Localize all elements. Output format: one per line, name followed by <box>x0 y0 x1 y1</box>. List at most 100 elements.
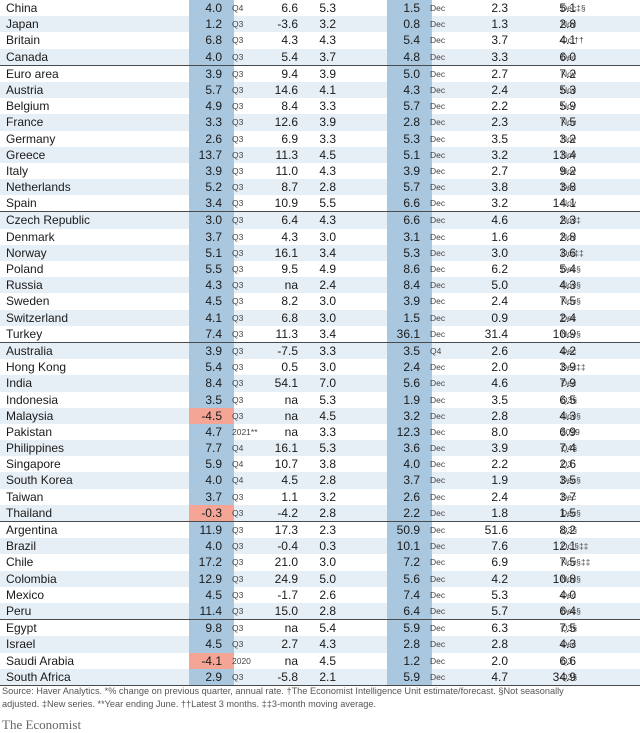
column-5-period: Dec <box>430 378 446 389</box>
table-row: Taiwan 3.7 Q3 1.1 3.2 2.6 Dec 2.4 3.7 Dec <box>0 488 640 505</box>
column-7-value: 6.4 <box>559 603 576 618</box>
column-4-value: 5.5 <box>319 196 336 211</box>
column-4-value: 2.4 <box>319 278 336 293</box>
gdp-value: 7.7 <box>189 440 234 457</box>
gdp-period: Q3 <box>232 231 244 242</box>
column-6-value: 3.5 <box>491 392 508 407</box>
table-row: Chile 17.2 Q3 21.0 3.0 7.2 Dec 6.9 7.5 Nov§‡‡ <box>0 554 640 571</box>
column-6-value: 2.6 <box>491 343 508 358</box>
column-5-value: 5.7 <box>387 98 432 115</box>
column-3-value: na <box>284 392 298 407</box>
column-7-period: Nov <box>561 133 577 144</box>
column-3-value: 10.9 <box>274 196 298 211</box>
column-7-period: Dec‡§ <box>561 3 586 13</box>
publisher-brand: The Economist <box>2 717 82 732</box>
table-row: France 3.3 Q3 12.6 3.9 2.8 Dec 2.3 7.5 Nov <box>0 114 640 131</box>
column-7-value: 8.2 <box>559 523 576 537</box>
column-7-period: Dec§ <box>561 507 581 518</box>
column-3-value: 21.0 <box>274 555 298 570</box>
gdp-period: Q3 <box>232 133 244 144</box>
column-7-value: 4.2 <box>559 343 576 358</box>
gdp-period: Q3 <box>232 149 244 160</box>
gdp-period: Q3 <box>232 362 244 373</box>
gdp-period: Q3 <box>232 491 244 502</box>
column-3-value: 11.0 <box>275 163 298 178</box>
gdp-period: Q3 <box>232 198 244 209</box>
country-name: Japan <box>6 17 39 32</box>
table-row: Colombia 12.9 Q3 24.9 5.0 5.6 Dec 4.2 10.8 Nov§ <box>0 570 640 587</box>
country-name: Argentina <box>6 523 58 537</box>
column-5-value: 4.0 <box>387 456 432 473</box>
column-7-value: 4.3 <box>559 408 576 423</box>
gdp-period: Q3 <box>232 671 244 682</box>
column-3-value: 11.3 <box>275 147 298 162</box>
column-7-value: 3.6 <box>559 245 576 260</box>
gdp-period: Q3 <box>232 328 244 339</box>
column-7-period: Nov <box>561 231 577 242</box>
column-4-value: 5.3 <box>319 1 336 15</box>
table-row: Canada 4.0 Q3 5.4 3.7 4.8 Dec 3.3 6.0 Dec <box>0 48 640 65</box>
gdp-value: 2.6 <box>189 130 234 147</box>
gdp-value: 4.0 <box>189 538 234 555</box>
country-name: India <box>6 376 33 391</box>
column-7-value: 2.3 <box>559 213 576 228</box>
column-4-value: 3.7 <box>319 49 336 64</box>
gdp-period: Q3 <box>232 573 244 584</box>
column-5-value: 36.1 <box>387 325 432 342</box>
country-name: Indonesia <box>6 392 59 407</box>
column-3-value: -5.8 <box>277 669 298 684</box>
column-6-value: 1.8 <box>491 505 508 520</box>
column-6-value: 3.0 <box>491 245 508 260</box>
table-row: Argentina 11.9 Q3 17.3 2.3 50.9 Dec 51.6 8.2 Q3§ <box>0 521 640 539</box>
column-4-value: 3.0 <box>319 294 336 309</box>
gdp-value: 3.5 <box>189 391 234 408</box>
gdp-value: 4.9 <box>189 98 234 115</box>
column-5-value: 1.5 <box>387 0 432 17</box>
column-6-value: 4.7 <box>491 669 508 684</box>
column-6-value: 5.7 <box>491 603 508 618</box>
column-6-value: 5.3 <box>491 587 508 602</box>
gdp-value: 3.7 <box>189 228 234 245</box>
column-7-value: 3.5 <box>559 473 576 488</box>
gdp-value: 3.3 <box>189 114 234 131</box>
column-3-value: 6.6 <box>281 1 298 15</box>
table-row: Brazil 4.0 Q3 -0.4 0.3 10.1 Dec 7.6 12.1 Oct§‡‡ <box>0 538 640 555</box>
country-name: Colombia <box>6 571 57 586</box>
table-row: Spain 3.4 Q3 10.9 5.5 6.6 Dec 3.2 14.1 Nov <box>0 195 640 212</box>
gdp-value: 5.2 <box>189 179 234 196</box>
column-5-period: Dec <box>430 328 446 339</box>
gdp-period: Q3 <box>232 541 244 552</box>
gdp-period: Q3 <box>232 312 244 323</box>
column-5-value: 8.4 <box>387 277 432 294</box>
gdp-period: Q3 <box>232 215 244 226</box>
column-5-value: 7.2 <box>387 554 432 571</box>
gdp-period: Q3 <box>232 410 244 421</box>
table-row: South Africa 2.9 Q3 -5.8 2.1 5.9 Dec 4.7 34.9 Q3§ <box>0 668 640 685</box>
gdp-value: -4.5 <box>189 407 234 424</box>
column-7-value: 3.8 <box>559 180 576 195</box>
gdp-period: Q4 <box>232 475 244 486</box>
column-4-value: 4.5 <box>319 147 336 162</box>
column-6-value: 2.7 <box>491 163 508 178</box>
column-4-value: 3.2 <box>319 489 336 504</box>
column-7-value: 6.9 <box>559 424 576 439</box>
country-name: Australia <box>6 343 53 358</box>
column-5-period: Dec <box>430 3 446 13</box>
column-7-period: Q3 <box>561 459 573 470</box>
column-7-value: 3.2 <box>559 131 576 146</box>
column-5-period: Dec <box>430 149 446 160</box>
column-7-period: Q3§ <box>561 623 578 634</box>
column-6-value: 3.2 <box>491 147 508 162</box>
column-7-period: Nov <box>561 198 577 209</box>
gdp-value: 2.9 <box>189 668 234 685</box>
column-5-period: Dec <box>430 394 446 405</box>
gdp-value: 4.7 <box>189 423 234 441</box>
gdp-period: Q3 <box>232 84 244 95</box>
column-4-value: 3.3 <box>319 131 336 146</box>
country-name: Norway <box>6 245 47 260</box>
table-row: Japan 1.2 Q3 -3.6 3.2 0.8 Dec 1.3 2.8 Nov <box>0 16 640 33</box>
column-7-period: Q3§ <box>561 394 578 405</box>
gdp-value: 3.9 <box>189 342 234 360</box>
column-5-period: Dec <box>430 231 446 242</box>
column-5-value: 4.8 <box>387 48 432 65</box>
